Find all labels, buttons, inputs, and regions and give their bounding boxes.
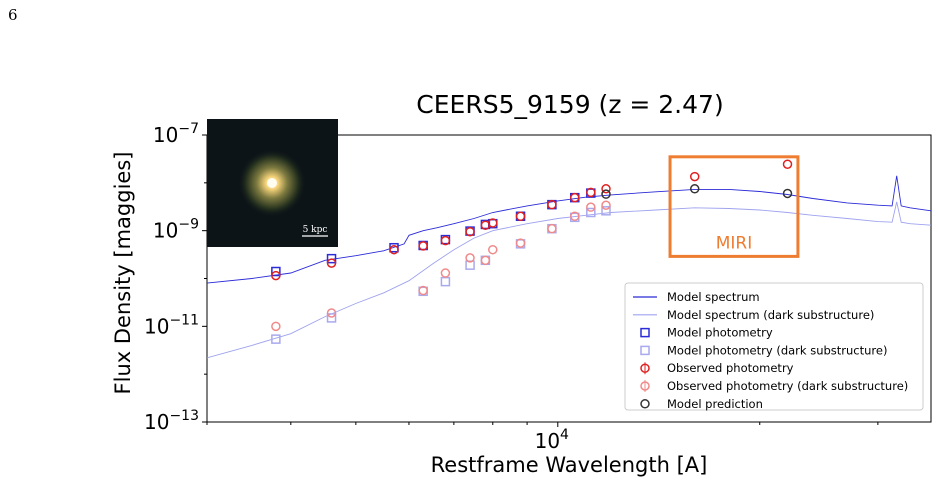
observed-photometry-dark-substructure-point	[547, 223, 557, 234]
chart-title: CEERS5_9159 (z = 2.47)	[416, 90, 723, 119]
legend-label: Model photometry (dark substructure)	[667, 343, 887, 357]
axis-ticks: 10−7 10−9 10−11 10−13 104	[144, 121, 879, 453]
observed-photometry-point	[601, 184, 611, 194]
model-photometry-point	[326, 253, 337, 264]
observed-photometry-point	[782, 159, 793, 169]
observed-photometry-dark-substructure-point	[480, 255, 491, 266]
observed-photometry-point	[440, 235, 451, 246]
scale-label: 5 kpc	[303, 225, 328, 235]
legend-label: Observed photometry	[667, 361, 794, 375]
model-photometry-dark-substructure-point	[326, 313, 337, 323]
model-photometry-point	[271, 266, 281, 277]
observed-photometry-point	[326, 258, 337, 268]
model-prediction-point	[689, 184, 700, 194]
legend-square-swatch	[640, 327, 650, 338]
observed-photometry-dark-substructure-point	[271, 321, 281, 332]
observed-photometry-point	[271, 270, 281, 281]
legend-label: Model photometry	[667, 326, 773, 340]
observed-photometry-dark-substructure-point	[440, 268, 451, 278]
observed-photometry-dark-substructure-point	[570, 211, 580, 222]
observed-photometry-dark-substructure-point	[465, 253, 475, 263]
y-tick-label: 10−13	[144, 408, 199, 434]
observed-photometry-dark-substructure-point	[488, 244, 498, 255]
model-prediction-point	[782, 188, 793, 199]
model-photometry-dark-substructure-point	[271, 334, 281, 344]
model-spectrum-dark-substructure-line	[207, 201, 931, 359]
miri-box	[668, 155, 800, 258]
observed-photometry-point	[689, 171, 700, 182]
x-tick-label: 104	[535, 427, 569, 453]
observed-photometry-dark-substructure-point	[586, 202, 596, 212]
y-tick-label: 10−9	[153, 217, 199, 243]
x-axis-label: Restframe Wavelength [A]	[431, 453, 708, 477]
y-tick-label: 10−7	[153, 121, 199, 147]
observed-photometry-point	[570, 192, 580, 203]
observed-photometry-dark-substructure-point	[326, 308, 337, 318]
legend-label: Observed photometry (dark substructure)	[667, 379, 908, 393]
legend: Model spectrum Model spectrum (dark subst…	[624, 282, 924, 411]
observed-photometry-point	[547, 199, 557, 210]
observed-photometry-dark-substructure-point	[515, 238, 526, 248]
legend-square-swatch	[640, 345, 650, 356]
observed-photometry-point	[515, 211, 526, 222]
observed-photometry-point	[389, 244, 399, 255]
observed-photometry-point	[488, 218, 498, 228]
model-prediction-point	[601, 189, 611, 199]
y-axis-label: Flux Density [maggies]	[111, 152, 135, 395]
galaxy-inset: 5 kpc	[207, 119, 338, 247]
legend-circle-swatch	[640, 399, 650, 409]
legend-label: Model prediction	[667, 397, 763, 411]
model-photometry-dark-substructure-point	[586, 207, 596, 218]
y-tick-label: 10−11	[144, 312, 199, 338]
model-photometry-dark-substructure-point	[440, 276, 451, 287]
miri-label: MIRI	[716, 233, 753, 253]
photometry-points	[271, 159, 793, 344]
observed-photometry-point	[586, 187, 596, 198]
observed-photometry-dark-substructure-point	[418, 285, 428, 296]
legend-label: Model spectrum (dark substructure)	[667, 308, 874, 322]
page-number: 6	[8, 6, 18, 24]
observed-photometry-dark-substructure-point	[601, 200, 611, 210]
observed-photometry-point	[465, 226, 475, 237]
observed-photometry-point	[418, 241, 428, 251]
model-photometry-dark-substructure-point	[601, 206, 611, 216]
legend-label: Model spectrum	[667, 290, 760, 304]
